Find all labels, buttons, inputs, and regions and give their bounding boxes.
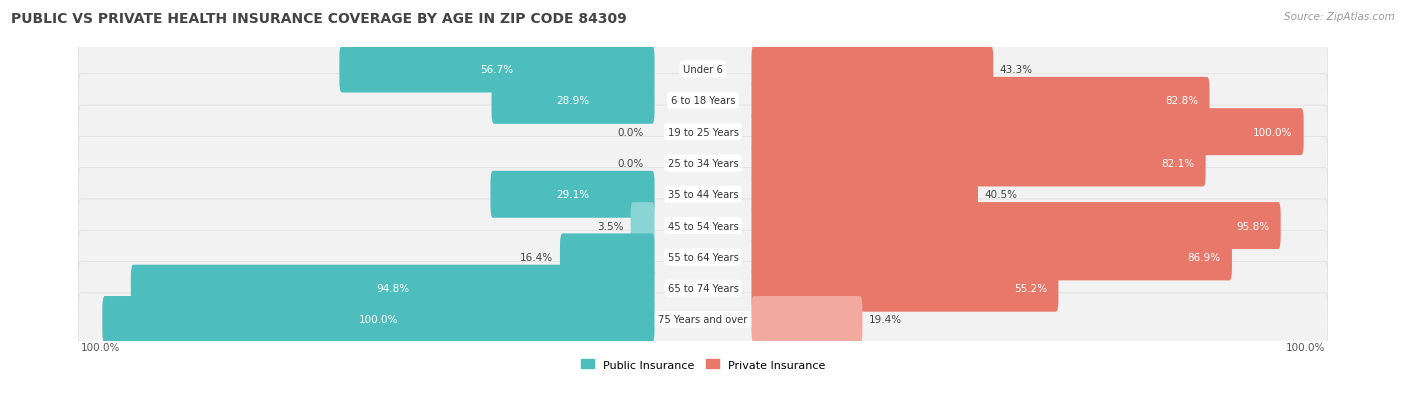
Text: 75 Years and over: 75 Years and over <box>658 315 748 325</box>
FancyBboxPatch shape <box>751 171 979 218</box>
FancyBboxPatch shape <box>751 234 1232 281</box>
Text: 94.8%: 94.8% <box>377 283 409 294</box>
Text: 82.8%: 82.8% <box>1166 96 1198 106</box>
Text: 0.0%: 0.0% <box>617 127 643 137</box>
Text: 3.5%: 3.5% <box>598 221 624 231</box>
Text: 43.3%: 43.3% <box>1000 65 1033 75</box>
FancyBboxPatch shape <box>491 171 655 218</box>
FancyBboxPatch shape <box>79 75 1327 128</box>
FancyBboxPatch shape <box>79 293 1327 346</box>
FancyBboxPatch shape <box>751 140 1206 187</box>
Text: 100.0%: 100.0% <box>1286 342 1326 352</box>
FancyBboxPatch shape <box>103 296 655 343</box>
Text: 86.9%: 86.9% <box>1188 252 1220 262</box>
Text: PUBLIC VS PRIVATE HEALTH INSURANCE COVERAGE BY AGE IN ZIP CODE 84309: PUBLIC VS PRIVATE HEALTH INSURANCE COVER… <box>11 12 627 26</box>
FancyBboxPatch shape <box>79 168 1327 221</box>
Text: 82.1%: 82.1% <box>1161 159 1194 169</box>
FancyBboxPatch shape <box>751 109 1303 156</box>
Text: 16.4%: 16.4% <box>520 252 554 262</box>
FancyBboxPatch shape <box>339 46 655 93</box>
FancyBboxPatch shape <box>79 137 1327 190</box>
Text: 56.7%: 56.7% <box>481 65 513 75</box>
Text: 55 to 64 Years: 55 to 64 Years <box>668 252 738 262</box>
Text: 25 to 34 Years: 25 to 34 Years <box>668 159 738 169</box>
Text: Source: ZipAtlas.com: Source: ZipAtlas.com <box>1284 12 1395 22</box>
Text: 35 to 44 Years: 35 to 44 Years <box>668 190 738 200</box>
FancyBboxPatch shape <box>751 78 1209 125</box>
FancyBboxPatch shape <box>751 296 862 343</box>
FancyBboxPatch shape <box>79 231 1327 284</box>
Text: 45 to 54 Years: 45 to 54 Years <box>668 221 738 231</box>
Legend: Public Insurance, Private Insurance: Public Insurance, Private Insurance <box>576 355 830 374</box>
Text: 95.8%: 95.8% <box>1236 221 1270 231</box>
Text: 28.9%: 28.9% <box>557 96 589 106</box>
FancyBboxPatch shape <box>751 265 1059 312</box>
Text: 100.0%: 100.0% <box>1253 127 1292 137</box>
Text: 100.0%: 100.0% <box>80 342 120 352</box>
FancyBboxPatch shape <box>560 234 655 281</box>
Text: 55.2%: 55.2% <box>1014 283 1047 294</box>
FancyBboxPatch shape <box>79 262 1327 315</box>
FancyBboxPatch shape <box>751 203 1281 249</box>
FancyBboxPatch shape <box>751 46 993 93</box>
Text: 100.0%: 100.0% <box>359 315 398 325</box>
FancyBboxPatch shape <box>131 265 655 312</box>
FancyBboxPatch shape <box>79 43 1327 96</box>
Text: 19 to 25 Years: 19 to 25 Years <box>668 127 738 137</box>
Text: 0.0%: 0.0% <box>617 159 643 169</box>
Text: Under 6: Under 6 <box>683 65 723 75</box>
FancyBboxPatch shape <box>631 203 655 249</box>
FancyBboxPatch shape <box>79 199 1327 253</box>
Text: 65 to 74 Years: 65 to 74 Years <box>668 283 738 294</box>
Text: 6 to 18 Years: 6 to 18 Years <box>671 96 735 106</box>
FancyBboxPatch shape <box>492 78 655 125</box>
Text: 40.5%: 40.5% <box>984 190 1018 200</box>
Text: 29.1%: 29.1% <box>555 190 589 200</box>
FancyBboxPatch shape <box>79 106 1327 159</box>
Text: 19.4%: 19.4% <box>869 315 903 325</box>
